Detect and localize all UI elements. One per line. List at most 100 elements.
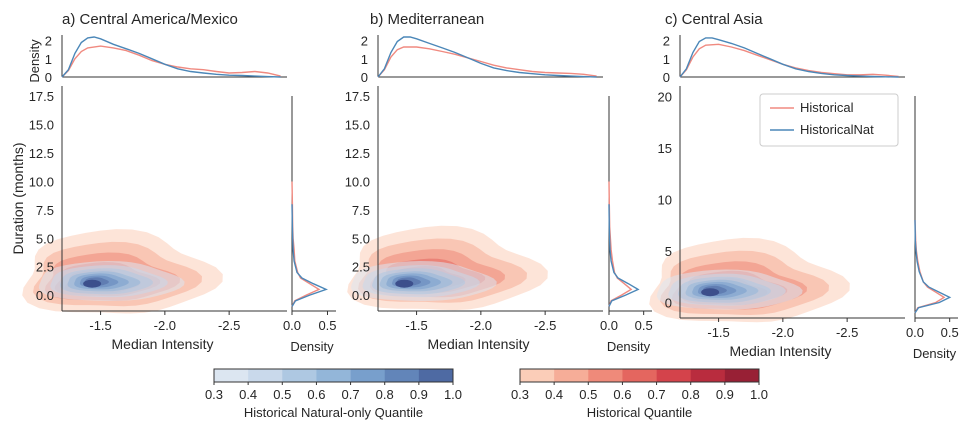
right-marginal-density-label: Density	[290, 339, 334, 354]
colorbar-tick-label: 1.0	[444, 387, 462, 402]
x-tick-label: -1.5	[89, 318, 111, 333]
colorbar-tick-label: 1.0	[750, 387, 768, 402]
x-tick-label: -2.0	[470, 318, 492, 333]
colorbar-segment	[248, 369, 283, 382]
historicalnat-contour-core	[395, 279, 414, 288]
colorbar-tick-label: 0.5	[579, 387, 597, 402]
historicalnat-contour-core	[701, 288, 720, 297]
colorbar-segment	[724, 369, 760, 382]
historical-density-x	[61, 45, 281, 78]
historicalnat-density-y	[914, 219, 952, 314]
historical-density-y	[291, 181, 321, 307]
y-tick-label: 12.5	[345, 146, 370, 161]
historical-density-y	[914, 219, 946, 314]
legend-label: Historical	[800, 100, 854, 115]
colorbar-label: Historical Natural-only Quantile	[244, 405, 423, 420]
historicalnat-density-y	[608, 204, 640, 307]
right-marginal-tick-label: 0.0	[283, 318, 301, 333]
x-tick-label: -1.5	[707, 325, 729, 340]
colorbar-frame	[519, 368, 760, 383]
colorbar-segment	[384, 369, 420, 382]
colorbar-2: 0.3 0.4 0.5 0.6 0.7 0.8 0.9 1.0 Historical Quant…	[511, 368, 768, 420]
x-axis-label: Median Intensity	[730, 343, 832, 359]
right-marginal-tick-label: 0.5	[635, 318, 653, 333]
colorbar-tick-label: 0.7	[648, 387, 666, 402]
colorbar-segment	[418, 369, 454, 382]
top-marginal-tick-label: 2	[663, 34, 670, 49]
y-tick-label: 5.0	[36, 231, 54, 246]
historicalnat-contour-core	[83, 279, 102, 288]
historicalnat-density-x	[679, 37, 899, 78]
top-marginal-density-label: Density	[27, 39, 42, 83]
top-marginal-tick-label: 0	[361, 70, 368, 85]
historicalnat-density-y	[291, 204, 329, 307]
colorbar-tick-label: 0.4	[239, 387, 257, 402]
y-tick-label: 15.0	[345, 118, 370, 133]
colorbar-segment	[690, 369, 726, 382]
y-tick-label: 15	[658, 141, 672, 156]
top-marginal-tick-label: 0	[45, 70, 52, 85]
colorbar-segment	[214, 369, 249, 382]
y-tick-label: 2.5	[36, 260, 54, 275]
panel-2: b) Mediterranean0.02.55.07.510.012.515.0…	[345, 11, 653, 354]
y-tick-label: 7.5	[352, 203, 370, 218]
colorbar-segment	[622, 369, 657, 382]
colorbar-tick-label: 0.6	[613, 387, 631, 402]
colorbar-tick-label: 0.6	[307, 387, 325, 402]
colorbar-segment	[520, 369, 555, 382]
right-marginal-tick-label: 0.0	[600, 318, 618, 333]
y-tick-label: 0.0	[352, 288, 370, 303]
x-tick-label: -2.5	[534, 318, 556, 333]
colorbar-tick-label: 0.8	[682, 387, 700, 402]
colorbar-tick-label: 0.3	[511, 387, 529, 402]
legend-box	[759, 93, 899, 147]
y-tick-label: 5.0	[352, 231, 370, 246]
panel-label: a) Central America/Mexico	[62, 11, 238, 28]
colorbar-tick-label: 0.7	[342, 387, 360, 402]
historicalnat-density-x	[377, 36, 597, 78]
colorbar-segment	[656, 369, 692, 382]
y-tick-label: 2.5	[352, 260, 370, 275]
historical-density-y	[608, 181, 633, 307]
historicalnat-density-x	[61, 36, 281, 78]
panel-label: c) Central Asia	[665, 11, 763, 28]
y-tick-label: 20	[658, 89, 672, 104]
top-marginal-tick-label: 2	[45, 34, 52, 49]
colorbar-segment	[350, 369, 386, 382]
legend-label: HistoricalNat	[800, 122, 874, 137]
x-tick-label: -1.5	[405, 318, 427, 333]
y-tick-label: 10	[658, 192, 672, 207]
panel-1: a) Central America/Mexico0.02.55.07.510.…	[10, 11, 337, 354]
right-marginal-tick-label: 0.5	[941, 325, 959, 340]
y-tick-label: 0	[665, 296, 672, 311]
right-marginal-density-label: Density	[913, 346, 957, 361]
colorbar-tick-label: 0.8	[376, 387, 394, 402]
y-tick-label: 17.5	[345, 89, 370, 104]
historical-density-x	[679, 43, 899, 78]
right-marginal-tick-label: 0.0	[906, 325, 924, 340]
y-tick-label: 7.5	[36, 203, 54, 218]
colorbar-frame	[213, 368, 454, 383]
x-tick-label: -2.5	[836, 325, 858, 340]
x-tick-label: -2.0	[154, 318, 176, 333]
top-marginal-tick-label: 1	[663, 52, 670, 67]
colorbar-tick-label: 0.9	[410, 387, 428, 402]
colorbar-segment	[316, 369, 351, 382]
y-tick-label: 15.0	[29, 118, 54, 133]
legend: Historical HistoricalNat	[759, 93, 899, 147]
top-marginal-tick-label: 2	[361, 34, 368, 49]
top-marginal-tick-label: 0	[663, 70, 670, 85]
colorbar-1: 0.3 0.4 0.5 0.6 0.7 0.8 0.9 1.0 Historical Natur…	[205, 368, 462, 420]
y-tick-label: 12.5	[29, 146, 54, 161]
y-tick-label: 17.5	[29, 89, 54, 104]
colorbar-label: Historical Quantile	[587, 405, 693, 420]
colorbar-tick-label: 0.3	[205, 387, 223, 402]
x-axis-label: Median Intensity	[428, 336, 530, 352]
x-tick-label: -2.0	[772, 325, 794, 340]
y-tick-label: 10.0	[345, 174, 370, 189]
y-tick-label: 0.0	[36, 288, 54, 303]
colorbar-tick-label: 0.9	[716, 387, 734, 402]
top-marginal-tick-label: 1	[361, 52, 368, 67]
